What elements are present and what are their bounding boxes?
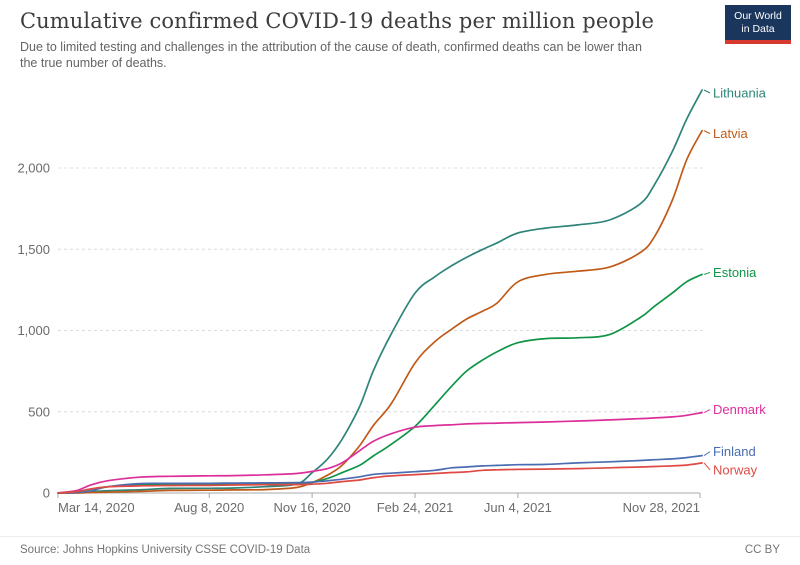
y-tick-label-1500: 1,500	[17, 242, 50, 257]
series-label-lithuania[interactable]: Lithuania	[713, 86, 767, 101]
x-tick-label-jun-4-2021: Jun 4, 2021	[484, 500, 552, 515]
x-tick-label-feb-24-2021: Feb 24, 2021	[377, 500, 454, 515]
series-label-norway[interactable]: Norway	[713, 462, 758, 477]
series-label-latvia[interactable]: Latvia	[713, 126, 748, 141]
chart-footer: Source: Johns Hopkins University CSSE CO…	[0, 536, 800, 556]
chart-header: Cumulative confirmed COVID-19 deaths per…	[20, 8, 780, 71]
series-line-latvia[interactable]	[57, 129, 703, 494]
series-end-labels: Lithuania Latvia Estonia Denmark Finland Norw…	[703, 86, 767, 477]
y-tick-label-2000: 2,000	[17, 161, 50, 176]
y-tick-label-0: 0	[43, 486, 50, 501]
x-tick-label-nov-28-2021: Nov 28, 2021	[623, 500, 700, 515]
series-line-finland[interactable]	[57, 454, 703, 494]
series-line-estonia[interactable]	[57, 273, 703, 494]
x-tick-label-aug-8-2020: Aug 8, 2020	[174, 500, 244, 515]
series-line-lithuania[interactable]	[57, 89, 703, 494]
series-label-estonia[interactable]: Estonia	[713, 265, 757, 280]
subtitle-line-1: Due to limited testing and challenges in…	[20, 40, 642, 54]
series-line-norway[interactable]	[57, 462, 703, 494]
series-connector-finland	[703, 451, 711, 457]
series-lines	[57, 89, 703, 494]
owid-logo[interactable]: Our World in Data	[725, 5, 791, 44]
series-connector-norway	[703, 462, 711, 471]
y-tick-label-500: 500	[28, 404, 50, 419]
chart-subtitle: Due to limited testing and challenges in…	[20, 39, 720, 71]
owid-logo-line2: in Data	[741, 23, 775, 35]
source-text: Source: Johns Hopkins University CSSE CO…	[20, 544, 311, 556]
subtitle-line-2: the true number of deaths.	[20, 56, 167, 70]
license-link[interactable]: CC BY	[744, 544, 780, 556]
series-line-denmark[interactable]	[57, 411, 703, 494]
series-connector-estonia	[703, 271, 711, 275]
series-label-denmark[interactable]: Denmark	[713, 402, 766, 417]
y-gridlines	[58, 167, 705, 413]
series-connector-denmark	[703, 409, 711, 414]
x-tick-labels: Mar 14, 2020 Aug 8, 2020 Nov 16, 2020 Feb 2…	[58, 500, 700, 515]
page-title: Cumulative confirmed COVID-19 deaths per…	[20, 9, 655, 33]
series-connector-lithuania	[703, 89, 711, 94]
x-tick-label-nov-16-2020: Nov 16, 2020	[273, 500, 350, 515]
x-tick-label-mar-14-2020: Mar 14, 2020	[58, 500, 135, 515]
series-label-finland[interactable]: Finland	[713, 444, 756, 459]
x-axis	[57, 492, 701, 498]
owid-logo-line1: Our World	[734, 10, 782, 22]
series-connector-latvia	[703, 130, 711, 135]
y-axis-labels: 0 500 1,000 1,500 2,000	[17, 161, 50, 501]
y-tick-label-1000: 1,000	[17, 323, 50, 338]
